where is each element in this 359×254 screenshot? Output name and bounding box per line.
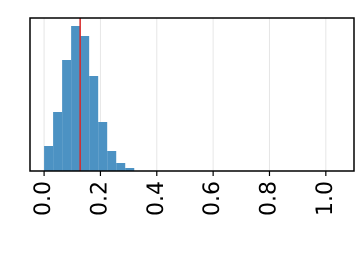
plot-frame (29, 17, 355, 172)
bar (116, 163, 126, 171)
x-tick-label: 0.0 (31, 181, 56, 216)
x-tick-label: 0.8 (256, 181, 281, 216)
bar (53, 112, 63, 171)
bar (80, 36, 90, 171)
bar (107, 151, 117, 171)
bar (98, 122, 108, 171)
x-tick-label: 0.6 (200, 181, 225, 216)
bar (89, 76, 99, 171)
bar (125, 168, 135, 171)
x-tick-label: 1.0 (313, 181, 338, 216)
x-tick-label: 0.2 (87, 181, 112, 216)
bar (44, 146, 54, 171)
x-tick-label: 0.4 (144, 181, 169, 216)
bar (71, 26, 81, 171)
bar (62, 60, 72, 171)
